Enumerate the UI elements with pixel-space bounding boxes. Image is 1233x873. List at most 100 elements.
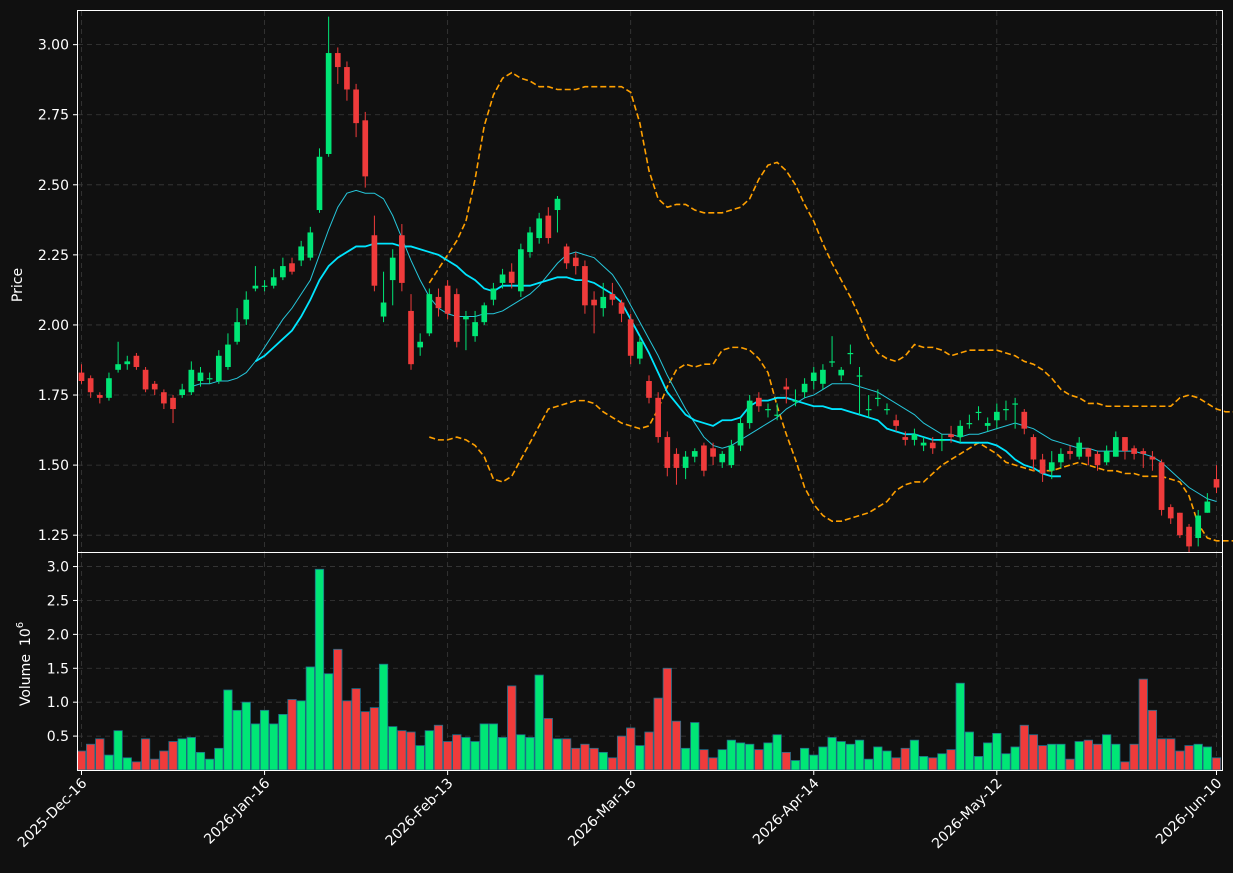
candle-body — [261, 285, 268, 287]
candle — [389, 249, 396, 306]
volume-panel: 0.5 1.0 1.5 2.0 2.5 3.0 Volume 106 — [15, 552, 1223, 771]
candle — [637, 336, 643, 365]
candle-body — [536, 218, 542, 239]
candle — [380, 271, 387, 323]
candle-body — [78, 372, 85, 382]
candle — [133, 352, 140, 370]
volume-bar — [378, 663, 389, 771]
volume-bar — [571, 747, 581, 771]
candle-body — [637, 341, 643, 359]
candle — [353, 83, 359, 138]
candle-body — [838, 369, 845, 376]
candle — [206, 372, 213, 384]
candle-body — [1058, 453, 1064, 463]
price-grid — [78, 11, 1222, 552]
candle — [929, 437, 936, 454]
volume-bar — [818, 746, 828, 771]
candle-body — [563, 246, 570, 264]
candle-body — [554, 198, 561, 211]
volume-bar — [324, 673, 334, 771]
candle — [508, 263, 515, 289]
candle-body — [920, 442, 927, 446]
candle — [810, 366, 817, 390]
candle — [911, 428, 918, 446]
volume-bar — [131, 761, 142, 771]
candle-body — [1186, 526, 1192, 547]
candle — [874, 389, 881, 407]
volume-bar — [333, 648, 343, 771]
candle-body — [344, 67, 350, 90]
volume-bar — [470, 741, 480, 771]
candle-body — [481, 305, 488, 323]
candle-body — [884, 409, 890, 411]
volume-bar — [946, 749, 956, 771]
volume-bar — [708, 757, 718, 771]
volume-bar — [1184, 745, 1194, 771]
volume-bar — [479, 723, 489, 771]
volume-bar — [589, 747, 599, 771]
candle — [545, 207, 552, 244]
candle-body — [353, 89, 359, 124]
candle-body — [829, 361, 835, 363]
volume-bar — [754, 749, 764, 771]
candle-body — [527, 232, 533, 253]
candle-body — [1112, 437, 1119, 457]
volume-bar — [214, 747, 224, 771]
candle — [710, 442, 716, 466]
candle — [1076, 437, 1083, 460]
candle — [225, 333, 231, 370]
volume-bar — [1083, 739, 1093, 771]
candle — [582, 260, 588, 314]
candle — [261, 280, 268, 292]
volume-bar — [433, 724, 444, 771]
volume-bar — [461, 737, 471, 771]
candle-body — [124, 361, 131, 365]
volume-bar — [809, 754, 819, 771]
candle-body — [371, 235, 378, 286]
candle-body — [572, 257, 579, 267]
candle-body — [115, 364, 121, 370]
candle-body — [142, 369, 149, 390]
volume-axis-label: Volume 106 — [15, 622, 34, 706]
candle-body — [939, 439, 945, 442]
candle — [408, 294, 414, 370]
price-tick-label: 1.75 — [38, 388, 69, 404]
volume-bar — [360, 711, 370, 771]
volume-bar — [507, 685, 517, 771]
volume-bar — [369, 707, 380, 771]
candle-body — [1021, 411, 1028, 429]
candle-body — [298, 246, 305, 261]
candle — [801, 378, 808, 398]
candle — [399, 224, 405, 292]
candle-body — [289, 263, 295, 272]
candle-body — [444, 285, 451, 314]
volume-bar — [909, 739, 920, 771]
candle-body — [582, 266, 588, 306]
volume-axis-label-text: Volume — [18, 654, 34, 706]
candle — [856, 366, 863, 415]
volume-bar — [278, 713, 288, 771]
price-tick-label: 3.00 — [38, 38, 69, 54]
candle-body — [1131, 448, 1137, 454]
candle — [1112, 431, 1119, 457]
volume-tick-label: 1.5 — [47, 661, 69, 677]
candle — [591, 291, 597, 334]
candle-body — [518, 249, 524, 292]
candle — [975, 406, 982, 421]
volume-bar — [195, 751, 206, 771]
fast-moving-average-line — [191, 189, 1217, 503]
candle — [252, 266, 259, 292]
candle — [865, 395, 872, 418]
volume-bar — [763, 742, 773, 771]
volume-bar — [86, 743, 96, 771]
candle-body — [215, 355, 222, 382]
candle — [1039, 453, 1046, 482]
candle-body — [499, 274, 506, 283]
volume-panel-frame — [77, 552, 1223, 771]
candle-body — [756, 397, 762, 407]
candle — [774, 403, 780, 421]
candle-body — [280, 266, 286, 278]
volume-bar — [1001, 753, 1011, 771]
candle-body — [435, 296, 442, 309]
